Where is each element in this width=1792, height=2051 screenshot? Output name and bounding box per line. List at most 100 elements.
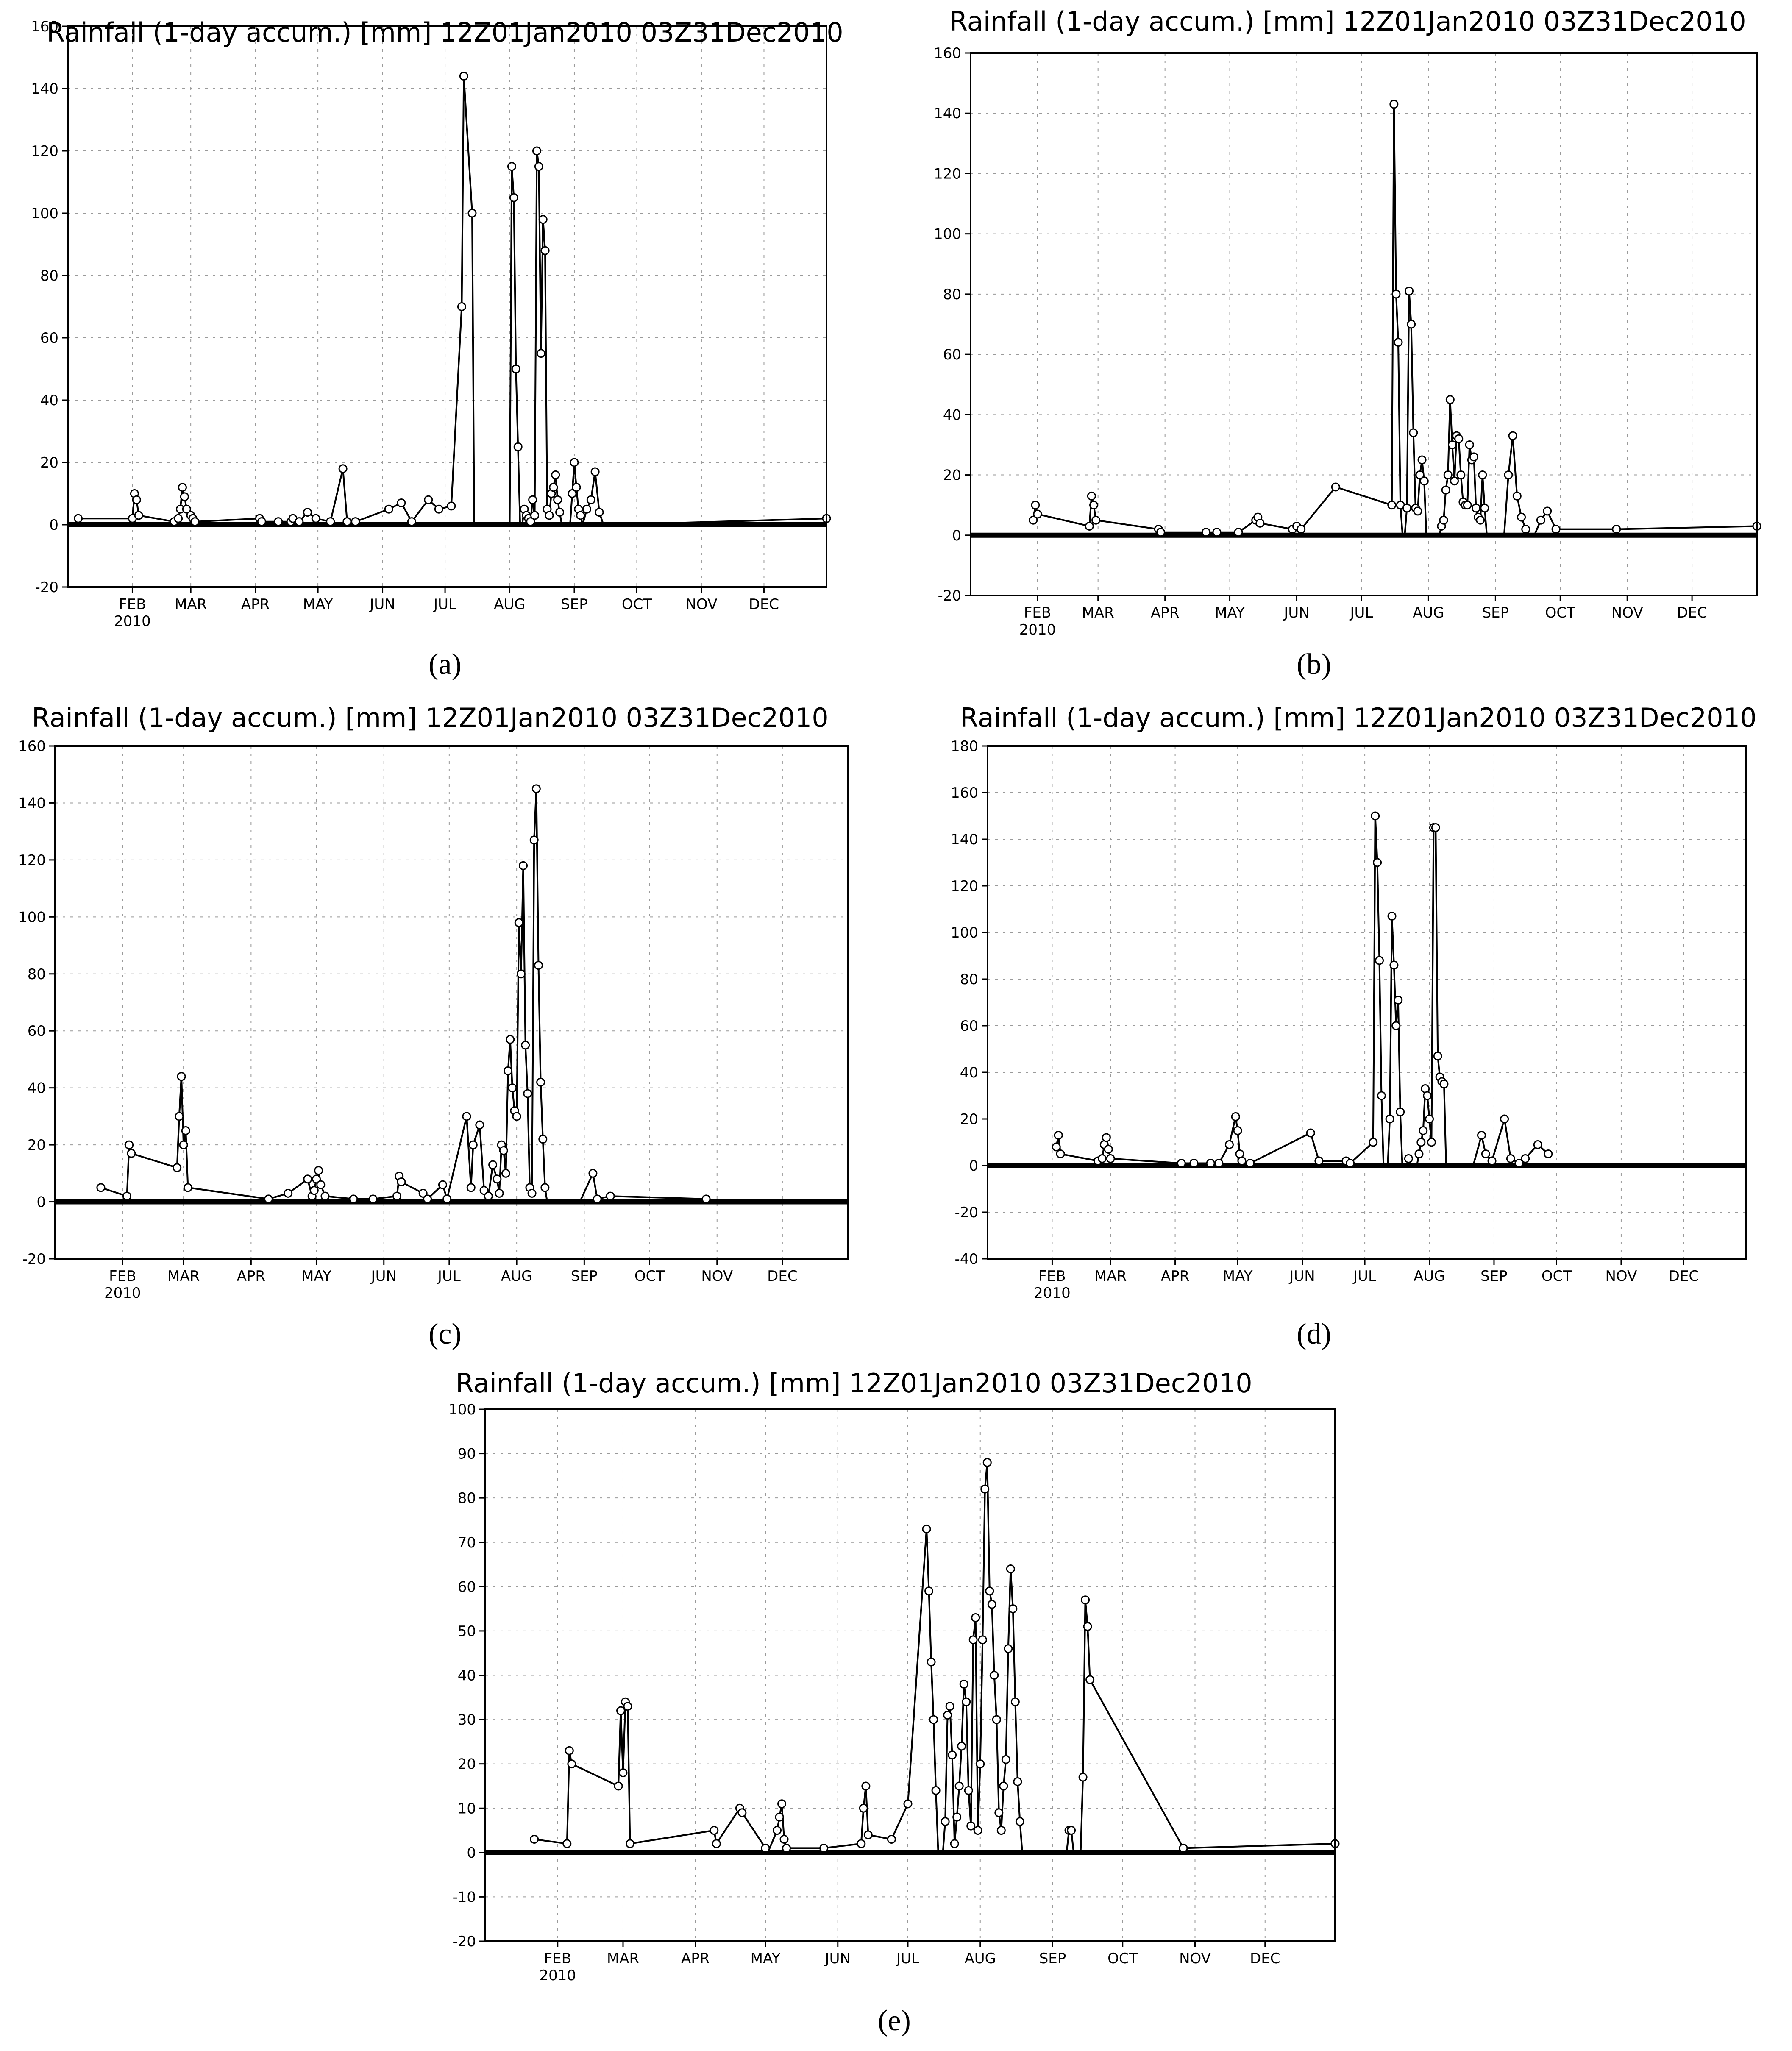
data-point: [1369, 1138, 1378, 1147]
y-tick-label: 40: [943, 406, 961, 423]
data-point: [523, 1089, 532, 1098]
data-point: [1427, 1138, 1436, 1147]
data-point: [1104, 1145, 1113, 1154]
data-point: [1373, 858, 1382, 867]
series-line: [100, 788, 707, 1203]
data-point: [1521, 525, 1530, 534]
x-tick-label: APR: [1161, 1268, 1189, 1285]
data-point: [1612, 525, 1621, 534]
data-point: [512, 1112, 521, 1121]
data-point: [551, 470, 560, 479]
y-tick-label: 60: [960, 1018, 978, 1035]
data-point: [264, 1194, 273, 1204]
data-point: [1201, 528, 1210, 537]
data-point: [484, 1191, 493, 1201]
data-point: [424, 495, 433, 504]
x-tick-label: OCT: [1107, 1950, 1138, 1967]
panel-label: (e): [878, 2004, 911, 2037]
data-point: [1389, 960, 1399, 970]
y-tick-label: 10: [458, 1800, 476, 1817]
y-tick-label: 100: [934, 226, 961, 243]
y-tick-label: 20: [943, 467, 961, 484]
y-tick-label: 40: [40, 392, 58, 409]
y-tick-label: 160: [934, 45, 961, 62]
data-point: [1081, 1595, 1090, 1605]
data-point: [1389, 100, 1399, 109]
data-point: [1106, 1154, 1115, 1163]
panel-label: (d): [1297, 1318, 1331, 1350]
data-point: [312, 1174, 321, 1184]
data-point: [562, 1839, 572, 1848]
data-point: [516, 969, 526, 979]
data-point: [418, 1188, 428, 1198]
data-point: [488, 1160, 498, 1169]
data-point: [1394, 996, 1403, 1005]
data-point: [1102, 1133, 1111, 1142]
data-point: [519, 861, 528, 870]
data-point: [952, 1812, 962, 1822]
y-tick-label: 160: [31, 18, 58, 35]
y-tick-label: 0: [969, 1158, 978, 1174]
y-tick-label: 90: [458, 1446, 476, 1463]
data-point: [616, 1706, 625, 1715]
data-point: [545, 511, 554, 520]
data-point: [96, 1183, 106, 1192]
data-point: [540, 246, 550, 255]
data-point: [1477, 1131, 1486, 1140]
data-point: [626, 1839, 635, 1848]
panel-a: Rainfall (1-day accum.) [mm] 12Z01Jan201…: [31, 17, 843, 681]
data-point: [567, 1759, 576, 1769]
x-tick-label: SEP: [1480, 1268, 1508, 1285]
data-point: [351, 517, 360, 526]
plot-frame: [54, 745, 849, 1260]
data-point: [737, 1808, 747, 1817]
data-point: [540, 1183, 550, 1192]
data-point: [1404, 1154, 1413, 1163]
data-point: [368, 1194, 378, 1204]
data-point: [1231, 1112, 1240, 1121]
y-tick-label: 20: [40, 454, 58, 471]
data-point: [1391, 1021, 1401, 1030]
data-point: [511, 365, 520, 373]
data-point: [590, 467, 600, 476]
data-point: [536, 1077, 545, 1087]
y-tick-label: 80: [458, 1490, 476, 1507]
x-tick-label: MAR: [167, 1268, 200, 1285]
data-point: [1536, 515, 1545, 525]
data-point: [1441, 485, 1450, 495]
panel-e: Rainfall (1-day accum.) [mm] 12Z01Jan201…: [448, 1368, 1340, 2037]
data-point: [499, 1146, 508, 1155]
data-point: [957, 1742, 966, 1751]
data-point: [504, 1066, 513, 1075]
data-point: [992, 1715, 1001, 1724]
data-point: [1405, 287, 1414, 296]
data-point: [538, 1135, 548, 1144]
data-point: [966, 1821, 976, 1831]
x-year-label: 2010: [114, 613, 151, 630]
x-tick-label: MAY: [303, 596, 333, 613]
x-tick-label: FEB: [1024, 604, 1051, 621]
data-point: [438, 1180, 447, 1189]
x-tick-label: JUL: [1349, 604, 1373, 621]
panel-c: Rainfall (1-day accum.) [mm] 12Z01Jan201…: [18, 702, 849, 1350]
x-year-label: 2010: [1034, 1285, 1071, 1302]
data-point: [506, 1035, 515, 1044]
data-point: [555, 508, 565, 517]
y-tick-label: 20: [960, 1111, 978, 1128]
data-point: [1391, 289, 1401, 299]
data-point: [941, 1817, 950, 1826]
data-point: [1206, 1159, 1215, 1168]
data-point: [1375, 956, 1384, 965]
data-point: [595, 508, 604, 517]
data-point: [1297, 525, 1306, 534]
data-point: [1214, 1159, 1224, 1168]
y-tick-label: 30: [458, 1711, 476, 1728]
x-tick-label: JUN: [369, 596, 395, 613]
y-tick-label: 70: [458, 1534, 476, 1551]
data-point: [976, 1759, 985, 1769]
data-point: [982, 1458, 992, 1467]
y-tick-label: 80: [960, 971, 978, 988]
data-point: [534, 162, 543, 171]
data-point: [964, 1786, 973, 1795]
data-point: [521, 1041, 530, 1050]
